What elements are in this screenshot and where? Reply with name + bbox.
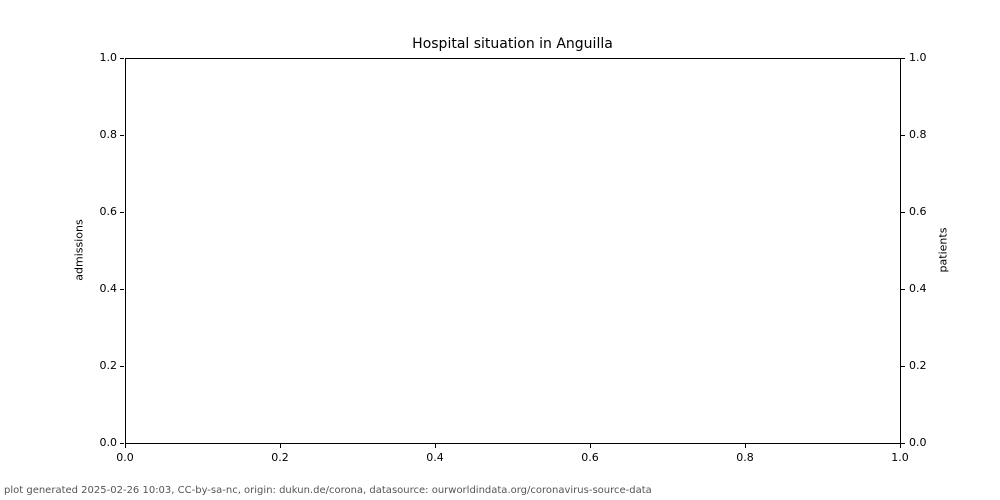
y-left-tick-label: 0.8 <box>99 128 118 141</box>
y-axis-label-left: admissions <box>72 219 86 281</box>
y-left-tick-mark <box>120 134 124 136</box>
y-axis-label-right: patients <box>936 227 950 273</box>
y-right-tick-label: 0.8 <box>909 128 927 141</box>
y-right-tick-mark <box>901 134 905 136</box>
x-tick-label: 0.2 <box>271 451 289 464</box>
x-tick-mark <box>744 444 746 448</box>
y-left-tick-mark <box>120 442 124 444</box>
y-left-tick-mark <box>120 211 124 213</box>
y-left-tick-mark <box>120 288 124 290</box>
footer-note: plot generated 2025-02-26 10:03, CC-by-s… <box>4 485 652 496</box>
y-left-tick-label: 1.0 <box>99 51 118 64</box>
y-left-tick-label: 0.6 <box>99 205 118 218</box>
y-right-tick-label: 0.0 <box>909 436 927 449</box>
y-left-tick-mark <box>120 57 124 59</box>
y-left-tick-label: 0.4 <box>99 282 118 295</box>
chart-title: Hospital situation in Anguilla <box>412 36 613 52</box>
plot-area <box>125 58 901 444</box>
x-tick-label: 0.0 <box>116 451 134 464</box>
y-left-tick-label: 0.0 <box>99 436 118 449</box>
y-right-tick-label: 0.4 <box>909 282 927 295</box>
y-right-tick-label: 0.6 <box>909 205 927 218</box>
x-tick-label: 0.4 <box>426 451 444 464</box>
x-tick-mark <box>434 444 436 448</box>
y-right-tick-mark <box>901 211 905 213</box>
x-tick-mark <box>899 444 901 448</box>
x-tick-mark <box>124 444 126 448</box>
x-tick-label: 0.6 <box>581 451 599 464</box>
x-tick-label: 0.8 <box>736 451 754 464</box>
x-tick-mark <box>279 444 281 448</box>
y-right-tick-label: 0.2 <box>909 359 927 372</box>
y-right-tick-label: 1.0 <box>909 51 927 64</box>
y-left-tick-mark <box>120 365 124 367</box>
y-right-tick-mark <box>901 288 905 290</box>
x-tick-label: 1.0 <box>891 451 909 464</box>
y-left-tick-label: 0.2 <box>99 359 118 372</box>
y-right-tick-mark <box>901 365 905 367</box>
y-right-tick-mark <box>901 57 905 59</box>
y-right-tick-mark <box>901 442 905 444</box>
x-tick-mark <box>589 444 591 448</box>
